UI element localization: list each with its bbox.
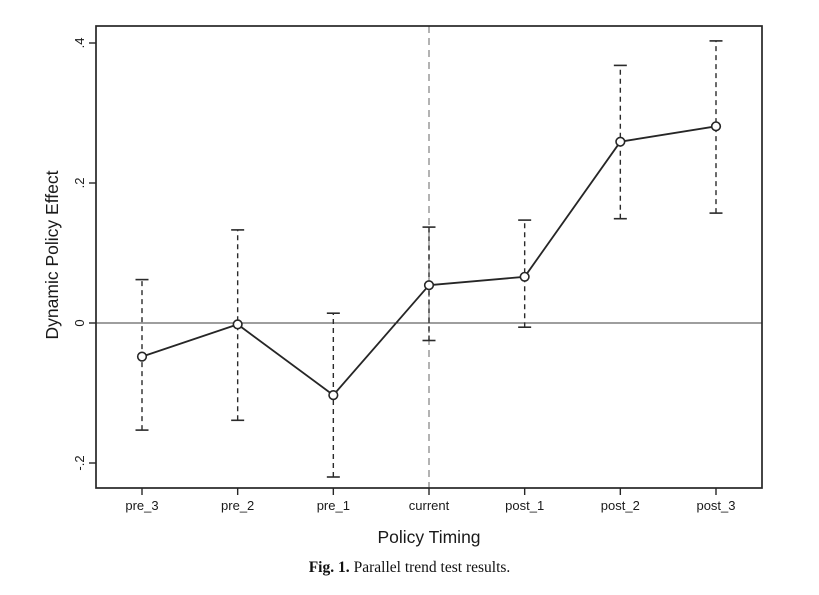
data-point-pre_3: [136, 351, 148, 362]
x-tick-label-pre_2: pre_2: [221, 498, 254, 513]
x-axis-title: Policy Timing: [377, 527, 480, 547]
x-tick-label-post_2: post_2: [601, 498, 640, 513]
x-tick-label-current: current: [409, 498, 450, 513]
figure-caption-text: Parallel trend test results.: [353, 559, 511, 576]
data-point-current: [423, 280, 435, 291]
y-tick-label: .2: [72, 178, 87, 189]
y-axis-title: Dynamic Policy Effect: [42, 170, 62, 339]
figure-caption-label: Fig. 1.: [308, 559, 350, 576]
x-tick-label-pre_3: pre_3: [125, 498, 158, 513]
data-point-pre_1: [328, 390, 339, 401]
y-tick-label: .4: [72, 38, 87, 49]
figure-caption: Fig. 1. Parallel trend test results.: [0, 559, 819, 577]
y-tick-label: -.2: [72, 455, 87, 470]
data-point-post_1: [519, 271, 530, 282]
data-point-pre_2: [232, 319, 243, 330]
x-tick-label-post_3: post_3: [696, 498, 735, 513]
x-tick-label-pre_1: pre_1: [317, 498, 350, 513]
data-point-post_3: [710, 121, 722, 132]
x-tick-label-post_1: post_1: [505, 498, 544, 513]
y-tick-label: 0: [72, 319, 87, 326]
data-point-post_2: [615, 136, 626, 147]
